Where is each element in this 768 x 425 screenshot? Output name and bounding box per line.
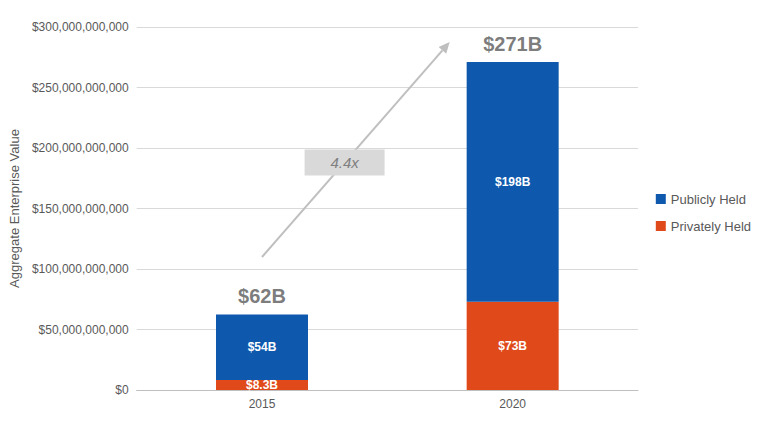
svg-text:$73B: $73B	[498, 339, 527, 353]
svg-text:$100,000,000,000: $100,000,000,000	[32, 262, 129, 276]
svg-text:$271B: $271B	[483, 33, 542, 55]
svg-text:$198B: $198B	[495, 175, 531, 189]
svg-text:2015: 2015	[249, 397, 276, 411]
svg-text:2020: 2020	[499, 397, 526, 411]
svg-text:$300,000,000,000: $300,000,000,000	[32, 20, 129, 34]
svg-text:$8.3B: $8.3B	[246, 378, 278, 392]
svg-text:4.4x: 4.4x	[330, 154, 359, 171]
svg-text:$200,000,000,000: $200,000,000,000	[32, 141, 129, 155]
svg-text:$0: $0	[115, 383, 129, 397]
svg-text:Publicly Held: Publicly Held	[671, 192, 746, 207]
svg-text:Aggregate Enterprise Value: Aggregate Enterprise Value	[7, 129, 22, 288]
svg-text:$250,000,000,000: $250,000,000,000	[32, 81, 129, 95]
svg-text:$150,000,000,000: $150,000,000,000	[32, 202, 129, 216]
svg-text:Privately Held: Privately Held	[671, 219, 751, 234]
svg-text:$62B: $62B	[238, 285, 286, 307]
svg-text:$54B: $54B	[248, 340, 277, 354]
svg-text:$50,000,000,000: $50,000,000,000	[39, 323, 129, 337]
